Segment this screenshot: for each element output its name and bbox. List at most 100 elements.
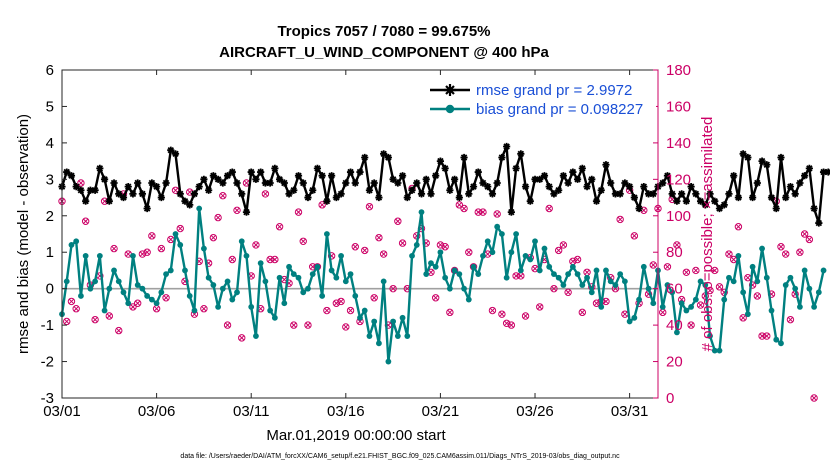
bias-point	[787, 274, 794, 281]
rmse-point	[110, 179, 118, 187]
obs-assimilated-point	[697, 302, 704, 308]
rmse-point	[380, 150, 388, 158]
obs-assimilated-point	[659, 309, 666, 316]
y-tick-label: -3	[41, 390, 54, 407]
obs-assimilated-point	[276, 223, 283, 230]
bias-point	[607, 278, 614, 285]
obs-possible-point	[573, 255, 582, 264]
bias-point	[115, 278, 122, 285]
bias-point	[721, 296, 728, 303]
bias-point	[205, 274, 212, 281]
bias-point	[532, 238, 538, 245]
bias-point	[465, 296, 472, 303]
bias-point	[763, 274, 770, 281]
rmse-point	[753, 179, 761, 187]
bias-point	[598, 303, 605, 310]
obs-possible-point	[753, 292, 762, 300]
obs-assimilated-point	[801, 231, 808, 237]
rmse-point	[337, 190, 345, 198]
rmse-point	[498, 153, 506, 162]
bias-point	[267, 307, 274, 314]
bias-point	[697, 278, 704, 285]
obs-assimilated-point	[499, 311, 505, 317]
obs-assimilated-point	[787, 316, 794, 323]
rmse-point	[569, 168, 577, 176]
obs-assimilated-point	[177, 225, 184, 232]
obs-assimilated-point	[361, 247, 368, 254]
bias-point	[707, 333, 713, 339]
bias-point	[413, 242, 420, 248]
bias-point	[428, 260, 434, 267]
obs-assimilated-point	[347, 307, 354, 314]
bias-point	[215, 303, 221, 310]
x-tick-label: 03/01	[43, 403, 81, 420]
rmse-point	[342, 179, 350, 187]
rmse-point	[583, 183, 591, 191]
bias-point	[588, 289, 595, 296]
bias-point	[380, 278, 387, 285]
bias-point	[385, 358, 392, 365]
rmse-point	[167, 146, 175, 154]
rmse-point	[772, 204, 780, 213]
obs-assimilated-point	[603, 298, 609, 305]
obs-possible-point	[711, 266, 719, 275]
rmse-point	[432, 172, 440, 180]
obs-assimilated-point	[68, 298, 75, 305]
obs-possible-point	[715, 283, 724, 291]
bias-point	[806, 285, 813, 292]
obs-possible-point	[682, 268, 691, 276]
bias-point	[404, 333, 411, 339]
obs-assimilated-point	[215, 214, 221, 221]
bias-point	[612, 282, 619, 288]
obs-possible-point	[91, 315, 99, 324]
bias-point	[565, 271, 572, 277]
bias-point	[541, 245, 548, 252]
obs-assimilated-point	[522, 313, 529, 319]
rmse-point	[706, 190, 714, 198]
rmse-point	[417, 190, 426, 198]
obs-possible-point	[214, 213, 222, 222]
obs-possible-point	[545, 204, 553, 213]
rmse-point	[365, 186, 374, 194]
bias-point	[517, 267, 524, 274]
bias-point	[560, 282, 567, 288]
bias-point	[106, 285, 113, 292]
rmse-point	[767, 193, 776, 202]
bias-point	[797, 303, 803, 310]
obs-possible-point	[110, 244, 118, 253]
rmse-point	[630, 193, 638, 202]
obs-possible-point	[696, 301, 705, 309]
bias-point	[338, 252, 344, 259]
obs-assimilated-point	[428, 269, 434, 276]
obs-possible-point	[294, 208, 303, 216]
rmse-point	[663, 172, 672, 180]
rmse-point	[526, 197, 534, 205]
obs-possible-point	[81, 217, 90, 225]
obs-assimilated-point	[158, 245, 165, 252]
bias-point	[238, 238, 245, 245]
obs-possible-point	[616, 215, 624, 224]
bias-point	[271, 314, 278, 321]
rmse-point	[233, 179, 241, 187]
rmse-point	[148, 179, 156, 187]
rmse-point	[640, 183, 648, 191]
obs-possible-point	[512, 272, 520, 280]
bias-point	[536, 267, 543, 274]
y2-axis-label: # of obs: o=possible; ×=assimilated	[699, 117, 716, 352]
bias-point	[120, 289, 127, 296]
obs-assimilated-point	[395, 218, 401, 224]
rmse-point	[313, 164, 322, 172]
bias-point	[172, 231, 179, 237]
bias-point	[470, 263, 477, 270]
bias-point	[640, 263, 647, 270]
bias-point	[224, 278, 231, 285]
plot-area	[62, 70, 658, 398]
legend-rmse-label: rmse grand pr = 2.9972	[476, 82, 632, 99]
legend: rmse grand pr = 2.9972 bias grand pr = 0…	[426, 79, 656, 119]
obs-possible-point	[578, 308, 587, 317]
obs-possible-point	[342, 323, 350, 331]
bias-point	[617, 271, 624, 277]
rmse-point	[186, 201, 194, 209]
bias-point	[432, 263, 439, 270]
